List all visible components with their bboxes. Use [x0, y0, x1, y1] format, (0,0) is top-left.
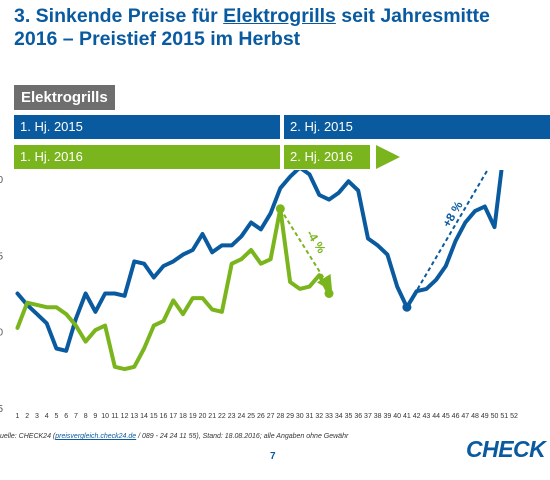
title-line1-suffix: seit Jahresmitte	[335, 5, 490, 27]
band-blue-h2: 2. Hj. 2015	[284, 115, 550, 139]
x-tick-label: 40	[393, 413, 401, 420]
x-tick-label: 25	[247, 413, 255, 420]
category-tag: Elektrogrills	[14, 85, 115, 110]
page-title: 3. Sinkende Preise für Elektrogrills sei…	[14, 5, 550, 51]
series-line-1	[15, 206, 331, 372]
annotation-arrow-0	[279, 208, 333, 292]
x-tick-label: 46	[452, 413, 460, 420]
x-tick-label: 45	[442, 413, 450, 420]
title-line2: 2016 – Preistief 2015 im Herbst	[14, 28, 301, 50]
x-tick-label: 34	[335, 413, 343, 420]
x-tick-label: 33	[325, 413, 333, 420]
source-note: uelle: CHECK24 (preisvergleich.check24.d…	[0, 433, 348, 440]
x-tick-label: 12	[121, 413, 129, 420]
x-tick-label: 16	[160, 413, 168, 420]
x-tick-label: 51	[500, 413, 508, 420]
x-tick-label: 23	[228, 413, 236, 420]
x-tick-label: 38	[374, 413, 382, 420]
x-tick-label: 28	[276, 413, 284, 420]
band-blue-h1: 1. Hj. 2015	[14, 115, 280, 139]
x-tick-label: 48	[471, 413, 479, 420]
x-tick-label: 50	[491, 413, 499, 420]
y-tick-label: 5	[0, 404, 3, 415]
x-tick-label: 19	[189, 413, 197, 420]
x-tick-label: 20	[199, 413, 207, 420]
title-line1-prefix: 3. Sinkende Preise für	[14, 5, 224, 27]
x-tick-label: 39	[384, 413, 392, 420]
page-number: 7	[270, 451, 276, 462]
x-tick-label: 15	[150, 413, 158, 420]
brand-logo: CHECK	[466, 436, 546, 462]
x-tick-label: 13	[130, 413, 138, 420]
x-tick-label: 24	[238, 413, 246, 420]
band-green-h2: 2. Hj. 2016	[284, 145, 370, 169]
series-line-0	[15, 170, 504, 353]
x-tick-label: 14	[140, 413, 148, 420]
x-tick-label: 29	[286, 413, 294, 420]
title-underlined: Elektrogrills	[223, 5, 336, 27]
x-tick-label: 4	[45, 413, 49, 420]
x-tick-label: 41	[403, 413, 411, 420]
x-tick-label: 32	[315, 413, 323, 420]
x-tick-label: 11	[111, 413, 118, 420]
x-tick-label: 43	[422, 413, 430, 420]
band-green-h1: 1. Hj. 2016	[14, 145, 280, 169]
x-tick-label: 31	[306, 413, 314, 420]
source-link[interactable]: preisvergleich.check24.de	[55, 433, 137, 440]
source-suffix: / 089 - 24 24 11 55), Stand: 18.08.2016;…	[136, 433, 349, 440]
x-tick-label: 44	[432, 413, 440, 420]
annotation-arrow-1	[406, 170, 489, 308]
x-tick-label: 8	[84, 413, 88, 420]
x-tick-label: 26	[257, 413, 265, 420]
y-tick-label: 0	[0, 175, 3, 186]
x-tick-label: 21	[208, 413, 216, 420]
x-tick-label: 1	[16, 413, 20, 420]
x-tick-label: 7	[74, 413, 78, 420]
x-tick-label: 36	[354, 413, 362, 420]
x-tick-label: 35	[345, 413, 353, 420]
x-tick-label: 30	[296, 413, 304, 420]
x-tick-label: 27	[267, 413, 275, 420]
series-marker-1	[324, 289, 334, 298]
source-prefix: uelle: CHECK24 (	[0, 433, 56, 440]
x-tick-label: 2	[25, 413, 29, 420]
x-tick-label: 3	[35, 413, 39, 420]
x-tick-label: 10	[101, 413, 109, 420]
x-tick-label: 37	[364, 413, 372, 420]
x-tick-label: 22	[218, 413, 226, 420]
x-tick-label: 5	[54, 413, 58, 420]
x-tick-label: 52	[510, 413, 518, 420]
x-tick-label: 42	[413, 413, 421, 420]
arrow-right-icon	[376, 145, 400, 169]
x-tick-label: 18	[179, 413, 187, 420]
y-tick-label: 0	[0, 328, 3, 339]
x-tick-label: 6	[64, 413, 68, 420]
x-tick-label: 9	[93, 413, 97, 420]
x-tick-label: 17	[169, 413, 177, 420]
x-tick-label: 47	[461, 413, 469, 420]
x-tick-label: 49	[481, 413, 489, 420]
y-tick-label: 5	[0, 251, 3, 262]
